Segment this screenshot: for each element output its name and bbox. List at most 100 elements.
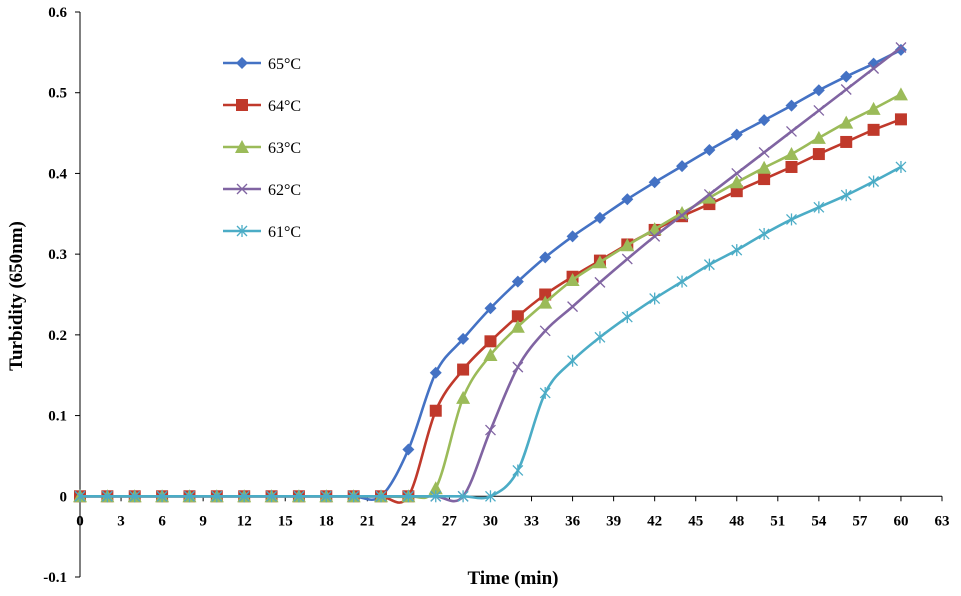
data-point [510, 319, 525, 333]
data-point [512, 464, 524, 477]
data-point [74, 490, 86, 503]
x-tick-label: 54 [811, 513, 827, 529]
series-lines [73, 42, 908, 504]
x-tick-label: 51 [770, 513, 785, 529]
data-point [840, 70, 853, 83]
data-point [567, 301, 579, 313]
data-point [129, 490, 141, 503]
legend-marker [235, 140, 249, 153]
series-line [79, 93, 902, 500]
legend-marker [236, 225, 248, 237]
legend-item: 63°C [223, 140, 301, 157]
data-point [457, 332, 470, 345]
x-tick-label: 27 [442, 513, 458, 529]
y-tick-label: 0.2 [48, 328, 67, 344]
x-tick-labels: 0 3 6 9 12 15 18 21 24 27 30 33 36 39 42 45 48 51 54 57 60 63 [76, 513, 949, 529]
data-point [539, 386, 551, 399]
x-tick-label: 0 [76, 513, 84, 529]
x-tick-label: 42 [647, 513, 662, 529]
data-point [784, 147, 799, 161]
legend-marker [236, 183, 248, 195]
data-point [758, 173, 771, 186]
data-point [894, 43, 907, 56]
data-point [676, 160, 689, 173]
data-point [785, 160, 798, 173]
y-axis-title: Turbidity (650nm) [6, 221, 27, 371]
data-point [402, 490, 414, 503]
data-point [483, 348, 498, 362]
y-tick-label: 0.5 [48, 86, 67, 102]
data-point [621, 311, 633, 324]
data-point [866, 101, 881, 115]
data-point [811, 130, 826, 144]
legend-item: 65°C [223, 56, 301, 73]
data-point [457, 490, 469, 503]
data-point [813, 201, 825, 214]
data-point [156, 490, 168, 503]
data-point [375, 490, 387, 503]
series-line [79, 165, 902, 500]
x-tick-label: 12 [237, 513, 252, 529]
data-point [621, 253, 633, 265]
data-point [786, 213, 797, 226]
data-point [729, 175, 744, 189]
data-point [539, 325, 551, 337]
data-point [731, 244, 743, 257]
x-tick-label: 33 [524, 513, 539, 529]
data-point [293, 490, 305, 503]
x-tick-label: 60 [893, 513, 908, 529]
x-tick-label: 24 [401, 513, 417, 529]
data-point [757, 160, 772, 174]
data-point [485, 490, 496, 503]
tick-marks [75, 11, 943, 578]
data-point [758, 146, 770, 158]
data-point [620, 238, 635, 252]
data-point [786, 125, 797, 137]
x-tick-label: 48 [729, 513, 744, 529]
data-point [676, 275, 688, 288]
legend-label: 62°C [268, 182, 301, 199]
legend-item: 64°C [223, 98, 301, 115]
data-point [648, 176, 661, 189]
data-point [812, 148, 825, 161]
data-point [592, 255, 607, 269]
data-point [484, 335, 497, 348]
x-tick-label: 9 [199, 513, 207, 529]
data-point [703, 258, 715, 271]
x-axis-title: Time (min) [468, 568, 559, 589]
data-point [593, 211, 606, 224]
series-2 [73, 87, 908, 503]
x-tick-label: 6 [158, 513, 166, 529]
data-point [594, 331, 606, 344]
data-point [266, 490, 278, 503]
x-tick-label: 18 [319, 513, 334, 529]
legend-label: 61°C [268, 224, 301, 241]
legend: 65°C 64°C 63°C 62°C 61°C [223, 56, 301, 241]
data-point [512, 361, 524, 373]
data-point [731, 167, 743, 179]
data-point [895, 160, 907, 173]
data-point [839, 115, 854, 129]
data-point [649, 292, 661, 305]
legend-label: 65°C [268, 56, 301, 73]
series-4 [74, 160, 907, 503]
data-point [538, 295, 553, 309]
data-point [703, 188, 715, 200]
data-point [867, 123, 880, 136]
data-point [428, 481, 443, 495]
data-point [894, 113, 907, 126]
y-tick-label: 0.3 [48, 247, 67, 263]
data-point [539, 288, 552, 301]
x-tick-label: 15 [278, 513, 293, 529]
data-point [565, 272, 580, 286]
data-point [840, 84, 852, 95]
data-point [840, 135, 853, 148]
y-tick-label: 0.6 [48, 5, 67, 21]
data-point [430, 490, 442, 503]
data-point [730, 128, 743, 141]
data-point [621, 193, 634, 206]
data-point [813, 105, 825, 116]
data-point [893, 87, 908, 101]
data-point [868, 63, 880, 74]
